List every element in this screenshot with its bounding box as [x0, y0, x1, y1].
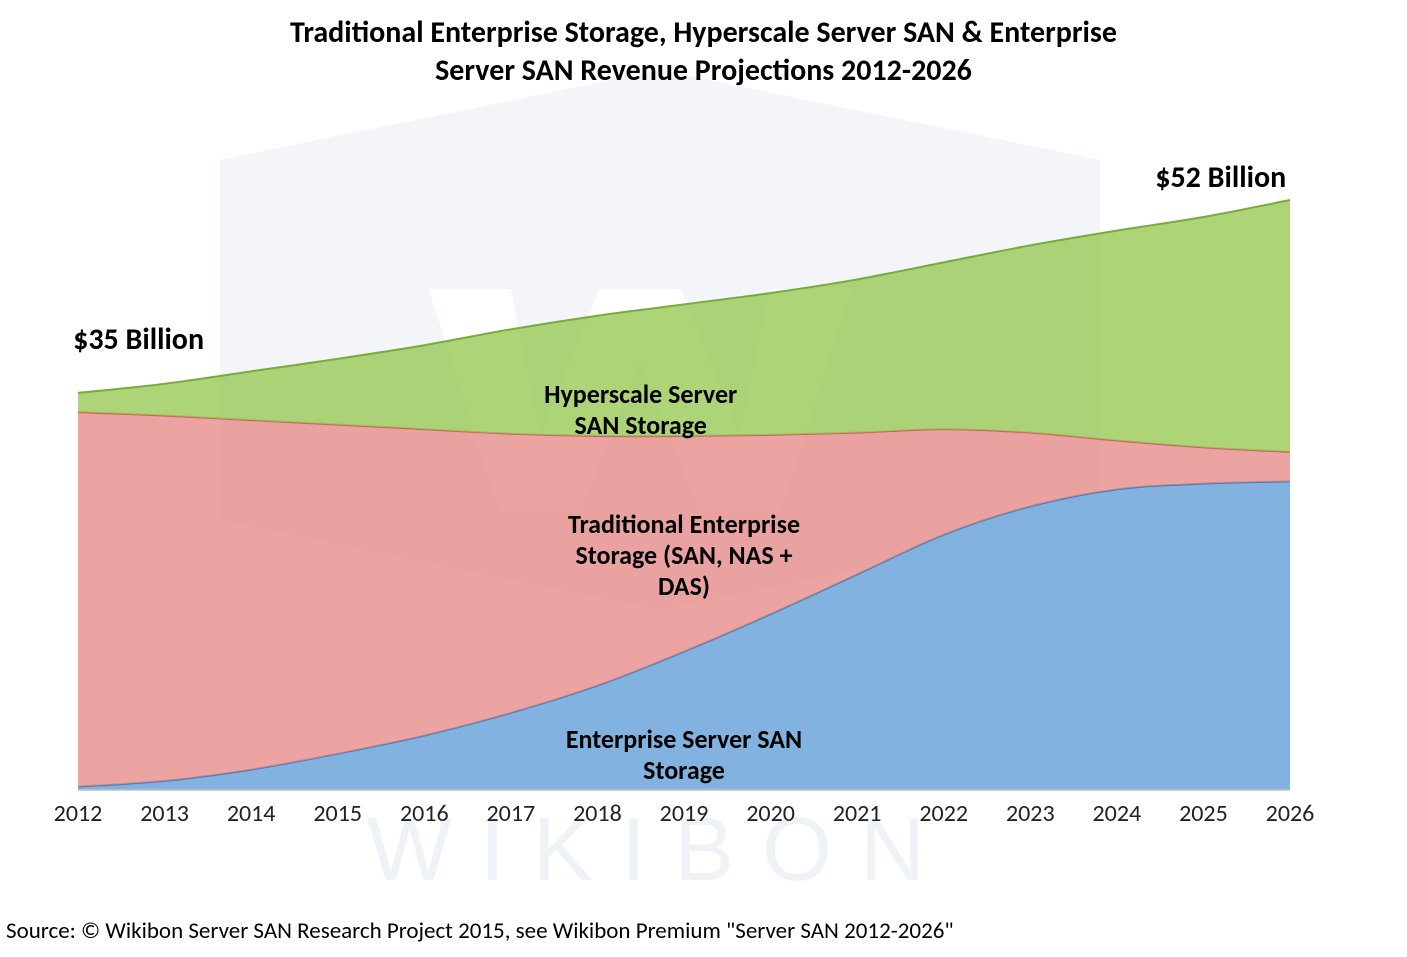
xtick-2020: 2020	[746, 799, 795, 828]
chart-root: WIKIBON Traditional Enterprise Storage, …	[0, 0, 1407, 957]
xtick-2019: 2019	[660, 799, 709, 828]
label-hyperscale-server-san: Hyperscale ServerSAN Storage	[471, 379, 811, 441]
xtick-2026: 2026	[1266, 799, 1315, 828]
xtick-2025: 2025	[1179, 799, 1228, 828]
chart-source: Source: © Wikibon Server SAN Research Pr…	[6, 917, 954, 945]
xtick-2024: 2024	[1093, 799, 1142, 828]
xtick-2014: 2014	[227, 799, 276, 828]
xtick-2013: 2013	[140, 799, 189, 828]
xtick-2022: 2022	[919, 799, 968, 828]
xtick-2018: 2018	[573, 799, 622, 828]
label-enterprise-server-san: Enterprise Server SANStorage	[514, 724, 854, 786]
xtick-2012: 2012	[54, 799, 103, 828]
callout-end-total: $52 Billion	[1121, 159, 1321, 196]
label-traditional-enterprise-storage: Traditional EnterpriseStorage (SAN, NAS …	[514, 509, 854, 603]
xtick-2017: 2017	[487, 799, 536, 828]
xtick-2015: 2015	[313, 799, 362, 828]
xtick-2016: 2016	[400, 799, 449, 828]
xtick-2023: 2023	[1006, 799, 1055, 828]
xtick-2021: 2021	[833, 799, 882, 828]
callout-start-total: $35 Billion	[39, 321, 239, 358]
